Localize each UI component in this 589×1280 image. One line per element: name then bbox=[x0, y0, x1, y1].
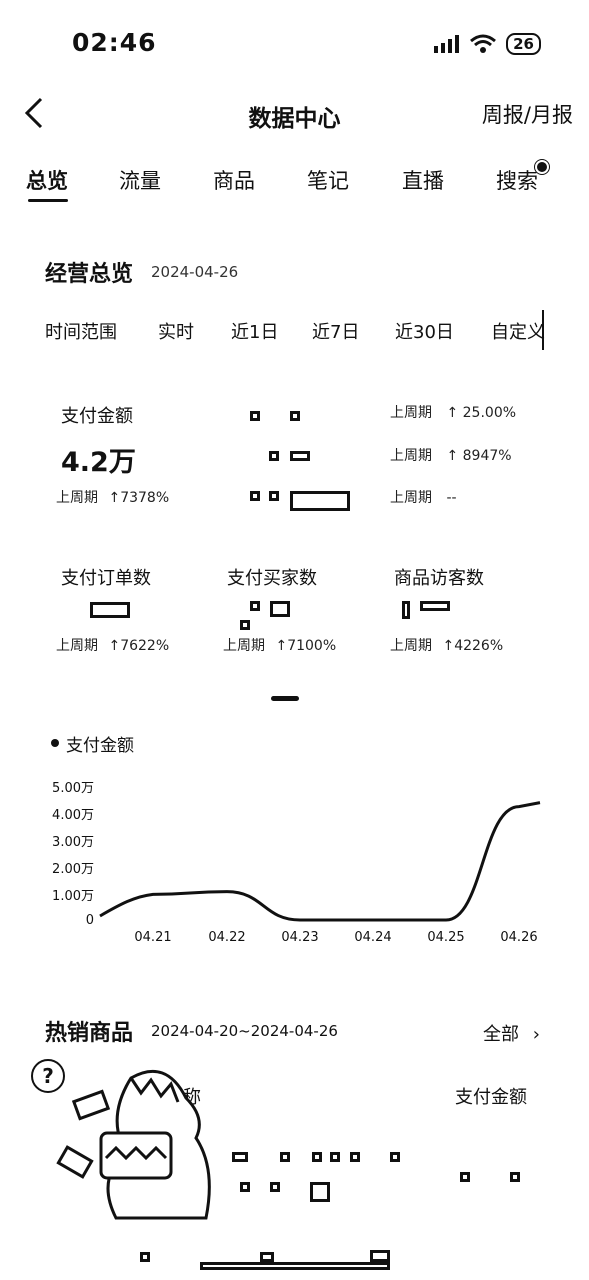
status-time: 02:46 bbox=[72, 28, 157, 57]
redacted-mark bbox=[390, 1152, 400, 1162]
tab-traffic[interactable]: 流量 bbox=[119, 169, 161, 193]
y-tick-5: 5.00万 bbox=[52, 781, 94, 796]
pay-amount-line-chart bbox=[99, 801, 541, 922]
back-arrow-icon[interactable] bbox=[24, 97, 44, 129]
redacted-value bbox=[290, 491, 350, 511]
range-custom[interactable]: 自定义 bbox=[491, 322, 545, 343]
tab-live[interactable]: 直播 bbox=[402, 169, 444, 193]
redacted-mark bbox=[310, 1182, 330, 1202]
x-tick: 04.25 bbox=[427, 930, 465, 945]
redacted-mark bbox=[402, 601, 410, 619]
metric-4-prev: 上周期 -- bbox=[390, 490, 457, 506]
redacted-mark bbox=[250, 411, 260, 421]
redacted-mark bbox=[232, 1152, 248, 1162]
active-tab-indicator bbox=[28, 199, 68, 202]
redacted-mark bbox=[370, 1250, 390, 1262]
redacted-mark bbox=[290, 451, 310, 461]
metric-pay-buyers-label: 支付买家数 bbox=[227, 568, 317, 589]
redacted-mark bbox=[420, 601, 450, 611]
tab-bar: 总览 流量 商品 笔记 直播 搜索 bbox=[0, 160, 589, 205]
status-icons: 26 bbox=[434, 33, 541, 55]
overview-title: 经营总览 bbox=[45, 262, 134, 287]
range-30days[interactable]: 近30日 bbox=[395, 322, 454, 343]
y-tick-4: 4.00万 bbox=[52, 808, 94, 823]
metric-visitors-prev: 上周期 ↑4226% bbox=[390, 638, 504, 654]
report-link[interactable]: 周报/月报 bbox=[481, 103, 573, 127]
redacted-mark bbox=[260, 1252, 274, 1262]
redacted-value bbox=[90, 602, 130, 618]
tab-search[interactable]: 搜索 bbox=[496, 169, 538, 193]
battery-indicator: 26 bbox=[506, 33, 541, 55]
up-arrow-icon: ↑ bbox=[275, 638, 288, 654]
series-line-pay-amount bbox=[99, 801, 541, 922]
metric-2-prev: 上周期 ↑ 25.00% bbox=[390, 405, 517, 421]
up-arrow-icon: ↑ bbox=[108, 490, 121, 506]
redacted-mark bbox=[140, 1252, 150, 1262]
range-realtime[interactable]: 实时 bbox=[158, 322, 194, 343]
redacted-mark bbox=[510, 1172, 520, 1182]
chart-legend-label: 支付金额 bbox=[66, 736, 134, 756]
page-indicator bbox=[271, 696, 299, 701]
metric-pay-amount-label: 支付金额 bbox=[61, 406, 133, 427]
y-tick-3: 3.00万 bbox=[52, 835, 94, 850]
metric-3-prev: 上周期 ↑ 8947% bbox=[390, 448, 512, 464]
view-all-link[interactable]: 全部 › bbox=[483, 1024, 540, 1045]
redacted-mark bbox=[250, 491, 260, 501]
y-tick-0: 0 bbox=[85, 913, 94, 928]
redacted-mark bbox=[330, 1152, 340, 1162]
wifi-icon bbox=[470, 34, 497, 53]
scroll-edge bbox=[542, 310, 544, 350]
range-1day[interactable]: 近1日 bbox=[231, 322, 279, 343]
overview-date: 2024-04-26 bbox=[151, 263, 239, 281]
redacted-mark bbox=[200, 1262, 390, 1270]
metric-visitors-label: 商品访客数 bbox=[394, 568, 484, 589]
legend-dot bbox=[51, 739, 59, 747]
y-tick-2: 2.00万 bbox=[52, 862, 94, 877]
x-tick: 04.23 bbox=[281, 930, 319, 945]
up-arrow-icon: ↑ bbox=[108, 638, 121, 654]
redacted-mark bbox=[270, 601, 290, 617]
hot-products-date: 2024-04-20~2024-04-26 bbox=[151, 1022, 338, 1040]
notification-dot bbox=[535, 160, 549, 174]
x-tick: 04.26 bbox=[500, 930, 538, 945]
range-label: 时间范围 bbox=[45, 322, 117, 343]
x-tick: 04.21 bbox=[134, 930, 172, 945]
redacted-mark bbox=[290, 411, 300, 421]
x-tick: 04.22 bbox=[208, 930, 246, 945]
up-arrow-icon: ↑ bbox=[442, 638, 455, 654]
redacted-mark bbox=[350, 1152, 360, 1162]
redacted-mark bbox=[460, 1172, 470, 1182]
column-amount-header: 支付金额 bbox=[455, 1087, 527, 1108]
chevron-right-icon: › bbox=[532, 1024, 540, 1045]
tab-notes[interactable]: 笔记 bbox=[307, 169, 349, 193]
y-tick-1: 1.00万 bbox=[52, 889, 94, 904]
metric-pay-amount-value: 4.2万 bbox=[61, 447, 136, 478]
redacted-mark bbox=[240, 1182, 250, 1192]
metric-pay-orders-label: 支付订单数 bbox=[61, 568, 151, 589]
redacted-mark bbox=[269, 491, 279, 501]
x-tick: 04.24 bbox=[354, 930, 392, 945]
hot-products-title: 热销商品 bbox=[45, 1021, 134, 1046]
redacted-mark bbox=[250, 601, 260, 611]
metric-pay-amount-prev: 上周期 ↑7378% bbox=[56, 490, 170, 506]
redacted-mark bbox=[312, 1152, 322, 1162]
metric-pay-buyers-prev: 上周期 ↑7100% bbox=[223, 638, 337, 654]
up-arrow-icon: ↑ bbox=[446, 448, 459, 464]
tab-overview[interactable]: 总览 bbox=[26, 169, 68, 193]
page-title: 数据中心 bbox=[248, 106, 341, 132]
dinosaur-sticker bbox=[56, 1069, 211, 1220]
redacted-mark bbox=[240, 620, 250, 630]
redacted-mark bbox=[269, 451, 279, 461]
range-7days[interactable]: 近7日 bbox=[312, 322, 360, 343]
metric-pay-orders-prev: 上周期 ↑7622% bbox=[56, 638, 170, 654]
tab-products[interactable]: 商品 bbox=[213, 169, 255, 193]
redacted-mark bbox=[280, 1152, 290, 1162]
redacted-mark bbox=[270, 1182, 280, 1192]
signal-icon bbox=[434, 35, 460, 53]
up-arrow-icon: ↑ bbox=[446, 405, 459, 421]
help-icon[interactable]: ? bbox=[31, 1059, 65, 1093]
